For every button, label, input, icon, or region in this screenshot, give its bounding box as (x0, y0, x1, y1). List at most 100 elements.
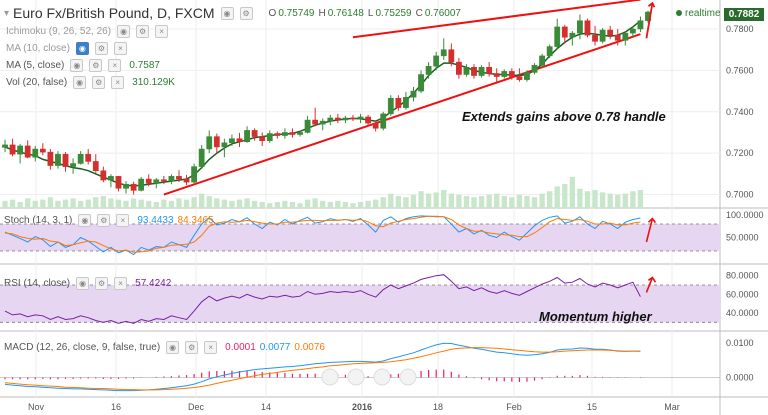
candle-body (433, 55, 440, 67)
macd-legend[interactable]: MACD (12, 26, close, 9, false, true) ◉ ⚙… (4, 341, 329, 354)
x-tick-label: Dec (188, 402, 205, 412)
candle-body (123, 183, 129, 189)
candle (9, 138, 16, 157)
high-value: 0.76148 (327, 7, 364, 19)
settings-icon[interactable]: ⚙ (239, 6, 253, 20)
candle-body (584, 20, 591, 36)
candle (471, 64, 477, 79)
x-tick-label: Feb (506, 402, 522, 412)
candle (433, 51, 440, 71)
candle-body (342, 117, 349, 121)
candle (130, 181, 137, 195)
ma5-legend[interactable]: MA (5, close) ◉ ⚙ × 0.7587 (6, 59, 164, 72)
volume-bar (320, 200, 326, 208)
settings-icon[interactable]: ⚙ (136, 25, 150, 38)
candle (206, 130, 213, 154)
eye-icon[interactable]: ◉ (70, 59, 84, 72)
eye-icon[interactable]: ◉ (75, 42, 89, 55)
volume-bar (9, 199, 16, 208)
eye-icon[interactable]: ◉ (76, 277, 90, 290)
eye-icon[interactable]: ◉ (78, 214, 92, 227)
settings-icon[interactable]: ⚙ (95, 277, 109, 290)
eye-icon[interactable]: ◉ (220, 6, 234, 20)
candle-body (2, 144, 8, 148)
candle (281, 128, 288, 139)
volume-legend[interactable]: Vol (20, false) ◉ ⚙ × 310.129K (6, 76, 179, 89)
volume-bar (25, 198, 31, 208)
rsi-label: RSI (14, close) (4, 278, 71, 289)
close-icon[interactable]: × (155, 25, 169, 38)
close-icon[interactable]: × (108, 59, 122, 72)
candle (334, 113, 341, 124)
candle (312, 107, 319, 127)
volume-bar (191, 197, 197, 208)
candle (539, 53, 545, 69)
candle-body (17, 145, 24, 155)
candle-body (365, 116, 372, 124)
candle (395, 95, 402, 111)
volume-bar (251, 200, 258, 208)
eye-icon[interactable]: ◉ (117, 25, 131, 38)
indicator-band (0, 224, 720, 251)
volume-bar (274, 202, 280, 208)
main-legend: ▾ Euro Fx/British Pound, D, FXCM ◉ ⚙ O 0… (4, 5, 465, 21)
candle (592, 25, 598, 46)
close-icon[interactable]: × (111, 76, 125, 89)
volume-bar (592, 190, 598, 208)
candle (380, 111, 387, 131)
eye-icon[interactable]: ◉ (73, 76, 87, 89)
candle-body (622, 32, 629, 41)
candle (531, 63, 538, 75)
candle-body (455, 61, 462, 75)
volume-bar (335, 200, 341, 208)
settings-icon[interactable]: ⚙ (185, 341, 199, 354)
open-value: 0.75749 (278, 7, 315, 19)
rsi-legend[interactable]: RSI (14, close) ◉ ⚙ × 57.4242 (4, 277, 175, 290)
settings-icon[interactable]: ⚙ (92, 76, 106, 89)
ma10-legend[interactable]: MA (10, close) ◉ ⚙ × (6, 42, 131, 55)
candle-body (244, 130, 250, 143)
volume-bar (539, 193, 545, 208)
close-icon[interactable]: × (114, 277, 128, 290)
stoch-legend[interactable]: Stoch (14, 3, 1) ◉ ⚙ × 93.4433 84.3465 (4, 214, 218, 227)
settings-icon[interactable]: ⚙ (89, 59, 103, 72)
realtime-label: realtime (685, 8, 721, 19)
candle (160, 175, 167, 185)
eye-icon[interactable]: ◉ (166, 341, 180, 354)
candle-body (160, 179, 167, 182)
candle (55, 151, 61, 169)
candle (145, 174, 152, 187)
volume-bar (357, 202, 364, 208)
candle-body (236, 138, 243, 143)
close-icon[interactable]: × (113, 42, 127, 55)
status-dot-icon (676, 10, 682, 16)
candle-body (327, 117, 334, 122)
candle-body (410, 90, 417, 98)
candle (516, 68, 523, 82)
ichimoku-legend[interactable]: Ichimoku (9, 26, 52, 26) ◉ ⚙ × (6, 25, 172, 38)
candle (350, 114, 356, 122)
candle (501, 69, 508, 79)
x-tick-label: Mar (664, 402, 680, 412)
settings-icon[interactable]: ⚙ (94, 42, 108, 55)
volume-bar (478, 196, 485, 208)
candle (418, 70, 424, 94)
candle-body (357, 116, 364, 120)
candle-body (478, 67, 485, 76)
macd-signal-line (4, 347, 641, 391)
volume-label: Vol (20, false) (6, 77, 68, 88)
settings-icon[interactable]: ⚙ (97, 214, 111, 227)
volume-bar (486, 194, 492, 208)
dropdown-icon[interactable]: ▾ (4, 7, 10, 19)
candle-body (486, 67, 493, 74)
volume-bar (547, 191, 553, 208)
channel-upper-line (352, 0, 641, 39)
realtime-indicator: realtime (676, 8, 721, 19)
x-tick-label: 15 (587, 402, 597, 412)
close-icon[interactable]: × (204, 341, 218, 354)
close-icon[interactable]: × (116, 214, 130, 227)
candle-body (206, 136, 213, 150)
candle (372, 120, 379, 132)
volume-bar (85, 199, 91, 208)
